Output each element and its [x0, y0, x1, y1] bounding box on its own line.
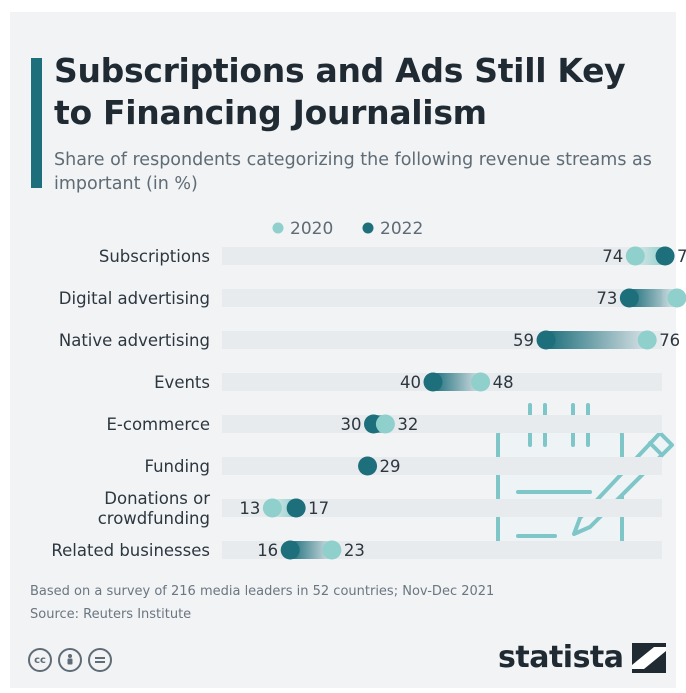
category-label: Native advertising — [59, 331, 210, 350]
attribution-icon — [58, 648, 82, 672]
value-label-low: 16 — [257, 541, 278, 560]
dot-high — [655, 246, 675, 266]
value-label-high: 79 — [677, 247, 686, 266]
dot-low — [280, 540, 300, 560]
legend-label: 2022 — [380, 219, 423, 239]
footnote: Based on a survey of 216 media leaders i… — [30, 584, 495, 599]
chart-rows: Subscriptions7479Digital advertising7381… — [51, 246, 686, 560]
category-label: Digital advertising — [59, 289, 210, 308]
dot-high — [637, 330, 657, 350]
infographic-card — [10, 12, 676, 688]
dot-low — [619, 288, 639, 308]
value-label-low: 59 — [513, 331, 534, 350]
chart-title: Subscriptions and Ads Still Key to Finan… — [54, 51, 626, 132]
value-label: 29 — [380, 457, 401, 476]
legend-item-2020: 2020 — [272, 219, 333, 239]
dot-high — [322, 540, 342, 560]
legend-marker — [272, 222, 284, 234]
dot-high — [667, 288, 686, 308]
row-track — [222, 457, 662, 475]
chart-row: Native advertising 59 76 — [59, 330, 680, 350]
row-track — [222, 415, 662, 433]
dot-high — [286, 498, 306, 518]
category-label: E-commerce — [107, 415, 211, 434]
chart-row: Events 40 48 — [154, 372, 662, 392]
chart-row: E-commerce 30 32 — [107, 414, 662, 434]
category-label: Subscriptions — [99, 247, 210, 266]
value-label-high: 76 — [659, 331, 680, 350]
value-label-low: 30 — [341, 415, 362, 434]
chart-row: Funding 29 — [145, 456, 662, 476]
statista-logo-icon — [631, 642, 666, 673]
cc-icon: cc — [28, 648, 52, 672]
dot-low — [262, 498, 282, 518]
legend: 2020 2022 — [272, 219, 423, 239]
chart-row: Related businesses 16 23 — [51, 540, 662, 560]
chart-row: Digital advertising7381 — [59, 288, 686, 308]
legend-marker — [362, 222, 374, 234]
value-label-high: 17 — [308, 499, 329, 518]
dot-low — [423, 372, 443, 392]
value-label-high: 32 — [397, 415, 418, 434]
source-note: Source: Reuters Institute — [30, 607, 192, 622]
row-track — [222, 289, 662, 307]
title-accent-bar — [31, 58, 42, 188]
chart-subtitle: Share of respondents categorizing the fo… — [54, 150, 652, 194]
legend-item-2022: 2022 — [362, 219, 423, 239]
category-label: Funding — [145, 457, 211, 476]
category-label-line: Donations or — [104, 489, 210, 508]
no-derivatives-icon — [88, 648, 112, 672]
dot-single — [358, 456, 378, 476]
value-label-low: 74 — [602, 247, 623, 266]
value-label-high: 48 — [493, 373, 514, 392]
category-label: Related businesses — [51, 541, 210, 560]
category-label: Events — [154, 373, 210, 392]
value-label-low: 40 — [400, 373, 421, 392]
row-track — [222, 499, 662, 517]
value-label-high: 23 — [344, 541, 365, 560]
range-bar — [546, 331, 648, 349]
value-label-low: 73 — [596, 289, 617, 308]
brand-name: statista — [498, 640, 624, 675]
chart-row: Subscriptions 74 79 — [99, 246, 686, 266]
range-bar — [290, 541, 332, 559]
range-bar — [433, 373, 481, 391]
category-label-line: crowdfunding — [98, 509, 210, 528]
dot-low — [536, 330, 556, 350]
row-track — [222, 247, 662, 265]
dot-high — [375, 414, 395, 434]
statista-brand[interactable]: statista — [498, 640, 666, 675]
chart-row: Donations or crowdfunding 13 17 — [98, 489, 662, 528]
license-icons: cc — [28, 648, 112, 672]
dot-low — [625, 246, 645, 266]
category-label: Donations or crowdfunding — [98, 489, 210, 528]
dot-high — [471, 372, 491, 392]
range-bar — [629, 289, 677, 307]
value-label-low: 13 — [239, 499, 260, 518]
legend-label: 2020 — [290, 219, 333, 239]
